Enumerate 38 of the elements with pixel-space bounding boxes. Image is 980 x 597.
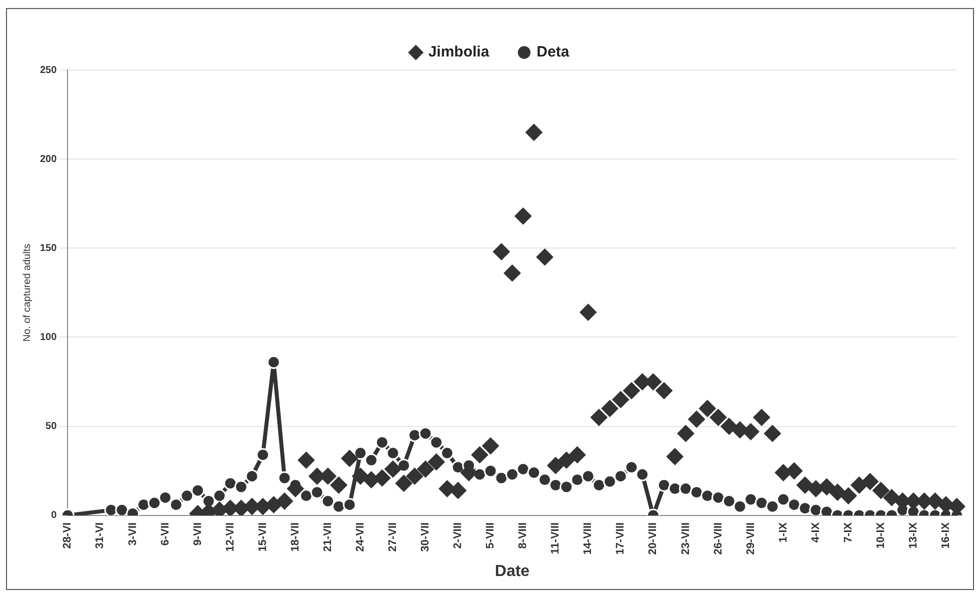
x-tick-label: 24-VII [354, 522, 366, 552]
x-tick-label: 3-VII [126, 522, 139, 546]
y-tick-label: 0 [51, 510, 58, 522]
x-tick-label: 1-IX [777, 522, 790, 543]
x-tick-label: 6-VII [159, 522, 172, 546]
x-tick-label: 7-IX [842, 522, 854, 543]
x-tick-label: 16-IX [940, 522, 952, 549]
y-tick-label: 200 [40, 154, 58, 165]
x-tick-label: 23-VIII [680, 522, 692, 555]
x-tick-label: 4-IX [810, 522, 822, 543]
x-tick-label: 28-VI [62, 522, 74, 549]
x-tick-label: 5-VIII [484, 522, 497, 549]
x-tick-label: 26-VIII [712, 522, 724, 555]
x-tick-label: 13-IX [907, 522, 920, 549]
x-tick-label: 21-VII [322, 522, 334, 552]
legend-label: Deta [536, 44, 570, 61]
x-tick-label: 17-VIII [614, 522, 627, 555]
x-tick-label: 20-VIII [647, 522, 660, 555]
x-tick-label: 11-VIII [550, 522, 562, 554]
x-axis-title: Date [494, 562, 530, 580]
x-tick-label: 29-VIII [744, 522, 757, 555]
y-tick-label: 50 [46, 421, 58, 432]
x-tick-label: 27-VII [387, 522, 399, 552]
x-tick-label: 15-VII [256, 522, 269, 552]
x-tick-label: 31-VI [94, 522, 106, 549]
x-tick-label: 30-VII [420, 522, 432, 552]
x-tick-label: 18-VII [289, 522, 302, 552]
x-tick-label: 10-IX [874, 522, 887, 549]
y-tick-label: 100 [40, 332, 58, 343]
x-tick-label: 12-VII [224, 522, 236, 552]
x-tick-label: 8-VIII [517, 522, 530, 549]
y-tick-label: 250 [40, 64, 58, 76]
y-axis-title: No. of captured adults [22, 244, 33, 342]
legend-label: Jimbolia [428, 44, 490, 61]
y-tick-label: 150 [40, 242, 58, 254]
x-tick-label: 2-VIII [452, 522, 464, 549]
x-tick-label: 9-VII [192, 522, 204, 546]
x-tick-label: 14-VIII [582, 522, 594, 555]
